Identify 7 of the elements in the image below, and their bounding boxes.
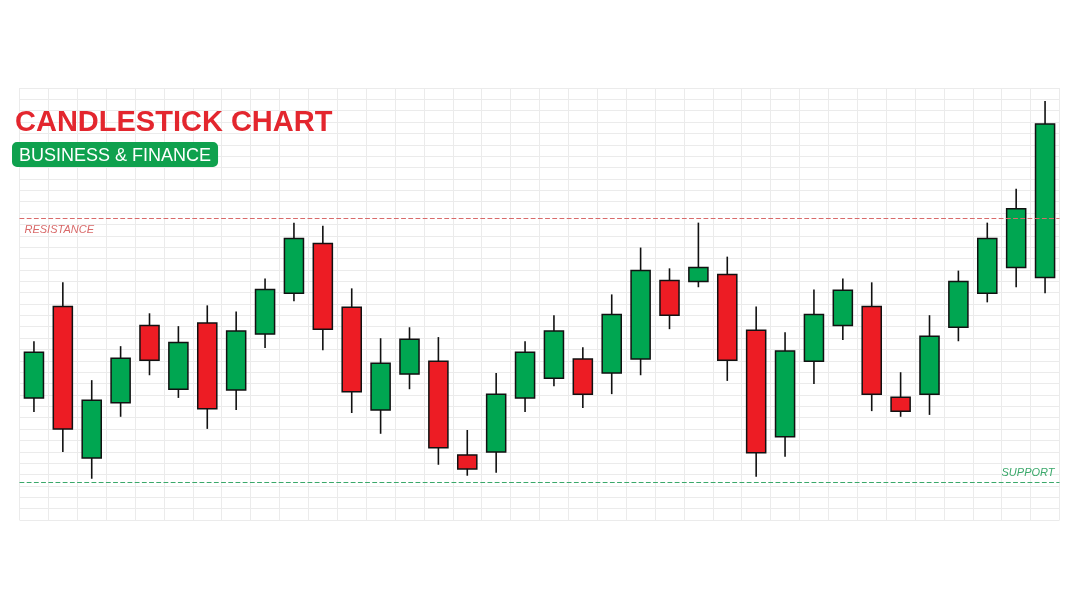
candlestick bbox=[456, 429, 478, 477]
chart-title: CANDLESTICK CHART bbox=[15, 104, 333, 137]
ref-line-label: RESISTANCE bbox=[24, 222, 95, 235]
ref-line-label: SUPPORT bbox=[1001, 466, 1056, 479]
candlestick bbox=[688, 221, 709, 289]
text: BUSINESS & FINANCE bbox=[19, 145, 212, 165]
candlestick bbox=[890, 371, 911, 418]
